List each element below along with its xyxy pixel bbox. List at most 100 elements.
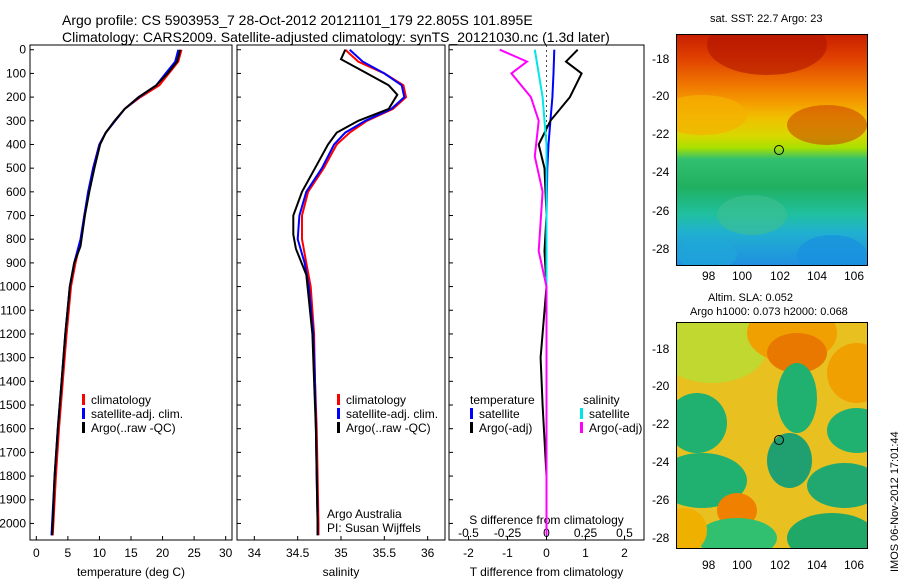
legend-satellite: satellite-adj. clim. [91, 407, 184, 421]
ytick-label: 700 [6, 209, 26, 223]
t-argo-swatch [470, 422, 473, 433]
xtick-label: 36 [421, 546, 435, 560]
salinity-panel: 34 34.5 35 35.5 36 salinity [236, 44, 446, 579]
ytick-label: 1800 [0, 469, 26, 483]
xtick: 106 [844, 558, 865, 572]
imos-timestamp: IMOS 06-Nov-2012 17:01:44 [889, 431, 900, 572]
satellite-swatch [337, 408, 340, 419]
temperature-legend: climatology satellite-adj. clim. Argo(..… [82, 393, 183, 435]
satellite-swatch [82, 408, 85, 419]
series-line [292, 49, 399, 536]
ytick-label: 800 [6, 232, 26, 246]
ytick-label: 2000 [0, 516, 26, 530]
xtick: 104 [807, 269, 828, 283]
ytick: -22 [652, 417, 670, 431]
ytick: -20 [652, 89, 670, 103]
ytick: -18 [652, 52, 670, 66]
xtick2-label: 0.5 [616, 526, 633, 540]
ytick-label: 500 [6, 161, 26, 175]
legend-climatology: climatology [346, 393, 407, 407]
legend-s-satellite: satellite [589, 407, 630, 421]
series-line [296, 48, 406, 536]
xtick-label: -1 [502, 546, 513, 560]
xtick-label: 34.5 [286, 546, 310, 560]
series-line [51, 49, 182, 536]
xtick: 106 [844, 269, 865, 283]
x-axis-label: salinity [323, 565, 360, 579]
title-line-1: Argo profile: CS 5903953_7 28-Oct-2012 2… [62, 12, 533, 28]
salinity-legend: climatology satellite-adj. clim. Argo(..… [337, 393, 438, 435]
xtick: 102 [770, 558, 791, 572]
xtick: 102 [770, 269, 791, 283]
credit-line-2: PI: Susan Wijffels [327, 521, 421, 535]
xtick2-label: 0.25 [574, 526, 598, 540]
ytick: -24 [652, 165, 670, 179]
ytick: -24 [652, 455, 670, 469]
legend-argo: Argo(..raw -QC) [346, 421, 431, 435]
xtick-label: 15 [124, 546, 138, 560]
ytick-label: 600 [6, 185, 26, 199]
xtick-label: 1 [582, 546, 589, 560]
series-line [51, 49, 183, 536]
xtick-label: 35.5 [373, 546, 397, 560]
difference-legend: temperature salinity satellite satellite A… [470, 393, 650, 435]
title-line-2: Climatology: CARS2009. Satellite-adjuste… [62, 29, 610, 45]
argo-location-marker [774, 145, 784, 155]
xtick2-label: -0.25 [494, 526, 522, 540]
x-axis-label: T difference from climatology [470, 565, 624, 579]
argo-swatch [337, 422, 340, 433]
legend-s-argo: Argo(-adj) [589, 421, 643, 435]
xtick-label: -2 [463, 546, 474, 560]
plot-frame [236, 44, 446, 541]
series-line [499, 48, 548, 536]
climatology-swatch [337, 394, 340, 405]
legend-t-satellite: satellite [479, 407, 520, 421]
legend-header-temperature: temperature [470, 393, 535, 407]
ytick-label: 1900 [0, 493, 26, 507]
ytick-label: 200 [6, 90, 26, 104]
temperature-panel: 0100200300400500600700800900100011001200… [0, 43, 233, 579]
x-axis-label: temperature (deg C) [77, 565, 185, 579]
xtick-label: 5 [65, 546, 72, 560]
legend-argo: Argo(..raw -QC) [91, 421, 176, 435]
ytick: -28 [652, 242, 670, 256]
ytick-label: 1600 [0, 422, 26, 436]
credit-line-1: Argo Australia [327, 507, 402, 521]
xtick-label: 25 [187, 546, 201, 560]
sst-map-title: sat. SST: 22.7 Argo: 23 [710, 13, 823, 25]
difference-panel: -2 -1 0 1 2-0.5 -0.25 0 0.25 0.5S difference fro… [448, 44, 645, 579]
ytick-label: 1300 [0, 351, 26, 365]
xtick-label: 35 [334, 546, 348, 560]
xtick: 100 [732, 558, 753, 572]
ytick-label: 0 [19, 43, 26, 57]
xtick2-label: -0.5 [458, 526, 479, 540]
t-satellite-swatch [470, 408, 473, 419]
xtick: 98 [702, 269, 716, 283]
legend-t-argo: Argo(-adj) [479, 421, 533, 435]
legend-header-salinity: salinity [583, 393, 620, 407]
ytick: -26 [652, 493, 670, 507]
xtick-label: 2 [621, 546, 628, 560]
ytick-label: 300 [6, 114, 26, 128]
ytick: -20 [652, 379, 670, 393]
xtick-label: 0 [543, 546, 550, 560]
argo-location-marker [774, 435, 784, 445]
sla-map-title-2: Argo h1000: 0.073 h2000: 0.068 [690, 306, 848, 318]
ytick-label: 900 [6, 256, 26, 270]
plot-frame [29, 44, 233, 541]
climatology-swatch [82, 394, 85, 405]
xtick-label: 30 [219, 546, 233, 560]
xtick-label: 20 [156, 546, 170, 560]
ytick-label: 1400 [0, 374, 26, 388]
xtick: 104 [807, 558, 828, 572]
ytick-label: 400 [6, 137, 26, 151]
xtick-label: 34 [248, 546, 262, 560]
ytick: -28 [652, 531, 670, 545]
legend-satellite: satellite-adj. clim. [346, 407, 439, 421]
sla-map-title-1: Altim. SLA: 0.052 [708, 292, 793, 304]
ytick-label: 1200 [0, 327, 26, 341]
xtick: 100 [732, 269, 753, 283]
series-line [533, 49, 548, 536]
s-argo-swatch [580, 422, 583, 433]
legend-climatology: climatology [91, 393, 152, 407]
